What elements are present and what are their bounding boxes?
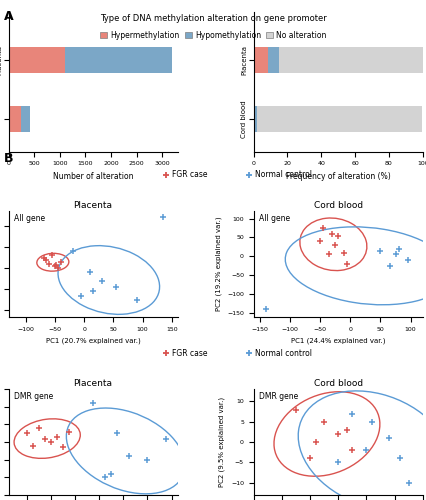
Point: [35, 424, 42, 432]
Y-axis label: PC2 (19.2% explained var.): PC2 (19.2% explained var.): [215, 216, 221, 311]
Point: [331, 241, 338, 249]
Bar: [255, 106, 256, 132]
Text: Normal control: Normal control: [254, 170, 311, 179]
X-axis label: Number of alteration: Number of alteration: [53, 172, 133, 181]
Point: [404, 479, 411, 487]
Point: [40, 254, 47, 262]
Point: [385, 262, 392, 270]
Bar: [268, 46, 278, 73]
Text: DMR gene: DMR gene: [14, 392, 53, 402]
Text: FGR case: FGR case: [172, 348, 207, 358]
Point: [43, 256, 50, 264]
Text: Type of DNA methylation alteration on gene promoter: Type of DNA methylation alteration on ge…: [100, 14, 326, 23]
Point: [385, 434, 391, 442]
Legend: Hypermethylation, Hypomethylation, No alteration: Hypermethylation, Hypomethylation, No al…: [97, 28, 329, 43]
Point: [292, 406, 299, 413]
Point: [348, 410, 355, 418]
Point: [348, 446, 355, 454]
Point: [126, 452, 132, 460]
Point: [101, 474, 108, 482]
Bar: [9, 46, 65, 73]
Point: [133, 296, 140, 304]
Point: [53, 433, 60, 441]
Point: [306, 454, 313, 462]
Point: [86, 268, 93, 276]
Point: [343, 426, 349, 434]
Point: [41, 434, 48, 442]
Point: [59, 444, 66, 452]
Point: [403, 256, 410, 264]
Text: DMR gene: DMR gene: [258, 392, 297, 402]
Point: [334, 232, 341, 239]
Point: [368, 418, 374, 426]
Point: [391, 250, 398, 258]
Text: B: B: [4, 152, 14, 166]
Text: FGR case: FGR case: [172, 170, 207, 179]
X-axis label: PC1 (24.4% explained var.): PC1 (24.4% explained var.): [290, 337, 385, 344]
Point: [394, 245, 401, 253]
Point: [316, 238, 323, 246]
X-axis label: Frequency of alteration (%): Frequency of alteration (%): [285, 172, 390, 181]
X-axis label: PC1 (20.7% explained var.): PC1 (20.7% explained var.): [46, 337, 140, 344]
Point: [49, 252, 55, 260]
Bar: [278, 46, 422, 73]
Point: [58, 258, 64, 266]
Bar: [256, 106, 421, 132]
Point: [362, 446, 369, 454]
Bar: [65, 46, 172, 73]
Bar: [253, 46, 268, 73]
Point: [53, 261, 60, 269]
Point: [47, 438, 54, 446]
Point: [311, 438, 318, 446]
Point: [334, 458, 341, 466]
Point: [29, 442, 36, 450]
Point: [52, 262, 58, 270]
Point: [325, 250, 332, 258]
Bar: [253, 106, 255, 132]
Point: [334, 430, 341, 438]
Point: [396, 454, 403, 462]
Point: [144, 456, 150, 464]
Text: A: A: [4, 10, 14, 23]
Point: [78, 292, 85, 300]
Point: [319, 224, 326, 232]
Point: [340, 248, 347, 256]
Title: Placenta: Placenta: [73, 380, 112, 388]
Title: Placenta: Placenta: [73, 202, 112, 210]
Point: [376, 246, 383, 254]
Point: [113, 283, 120, 291]
Point: [23, 430, 30, 438]
Point: [114, 430, 121, 438]
Text: Normal control: Normal control: [254, 348, 311, 358]
Point: [89, 288, 96, 296]
Point: [89, 400, 96, 407]
Title: Cord blood: Cord blood: [313, 380, 362, 388]
Point: [320, 418, 327, 426]
Point: [162, 434, 169, 442]
Point: [65, 428, 72, 436]
Point: [262, 306, 268, 314]
Point: [46, 260, 53, 268]
Y-axis label: PC2 (9.5% explained var.): PC2 (9.5% explained var.): [219, 397, 225, 487]
Point: [159, 214, 166, 222]
Bar: [9, 106, 21, 132]
Point: [98, 277, 105, 285]
Bar: [21, 106, 29, 132]
Point: [328, 230, 335, 237]
Title: Cord blood: Cord blood: [313, 202, 362, 210]
Point: [343, 260, 350, 268]
Text: All gene: All gene: [258, 214, 289, 223]
Point: [107, 470, 114, 478]
Text: All gene: All gene: [14, 214, 45, 223]
Point: [55, 264, 61, 272]
Point: [69, 247, 76, 255]
